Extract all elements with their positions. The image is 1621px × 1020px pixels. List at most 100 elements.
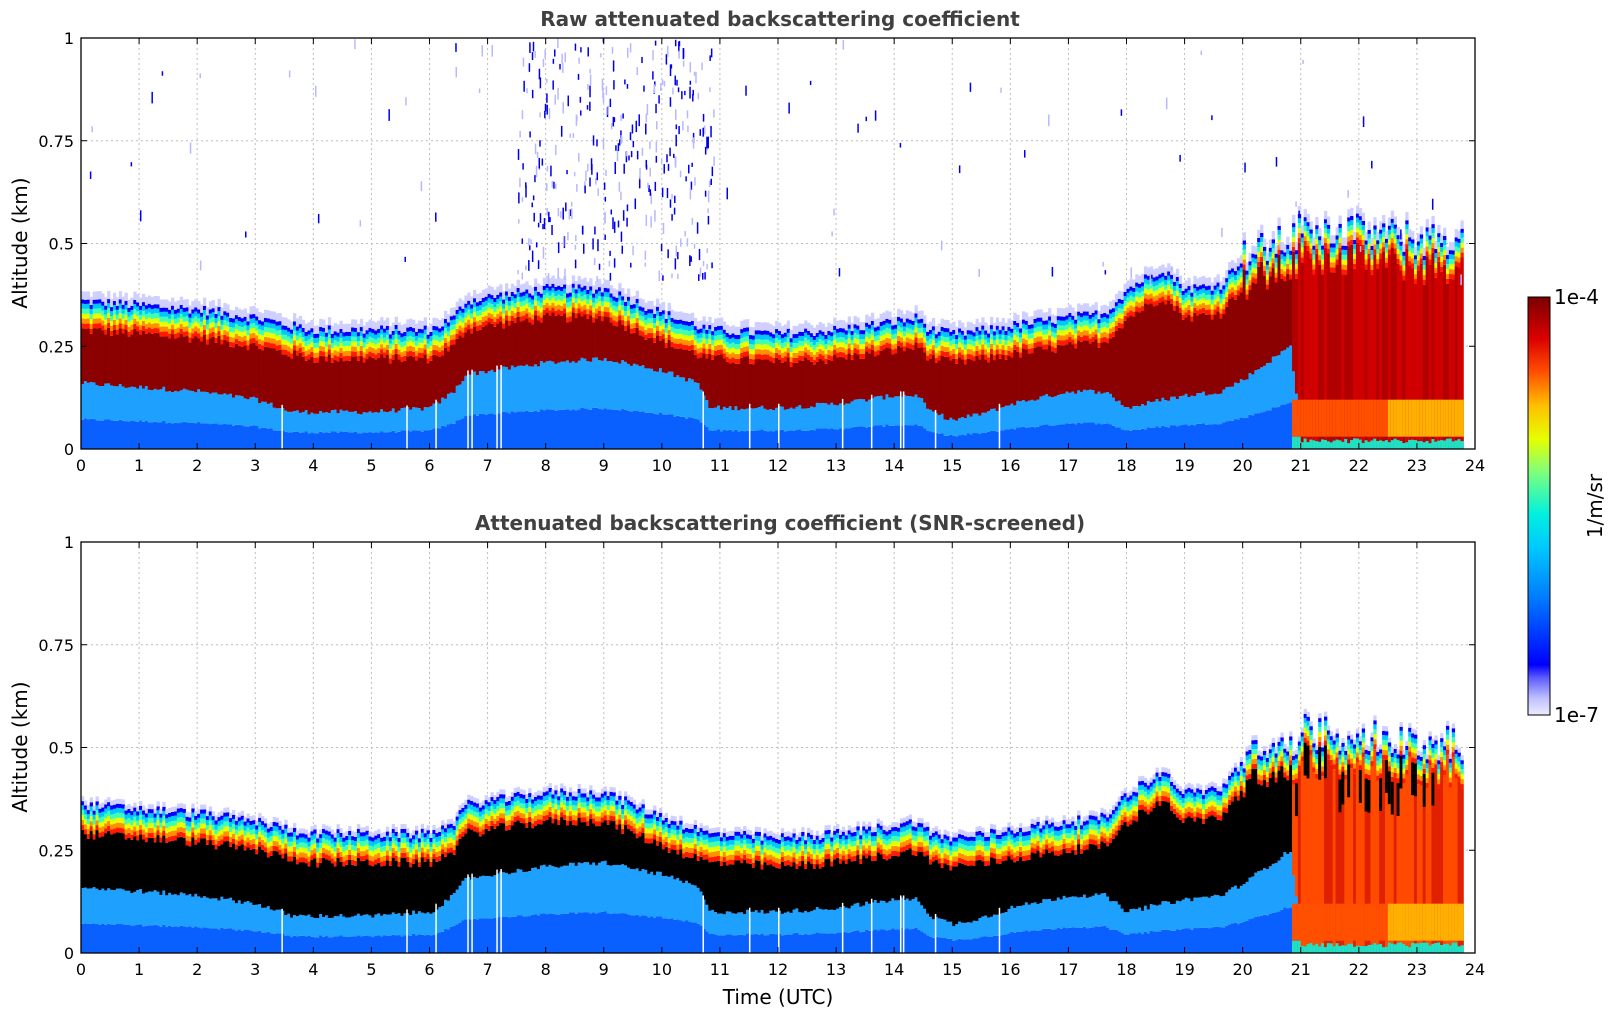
heat-cell [969,330,973,335]
heat-cell [316,357,320,363]
heat-cell [144,305,149,310]
heat-cell [911,425,915,449]
heat-cell [232,347,236,398]
heat-cell [1411,258,1415,264]
heat-cell [778,339,782,345]
heat-cell [1448,278,1453,439]
heat-cell [1024,401,1029,428]
heat-cell [255,426,259,449]
heat-cell [551,312,555,362]
heat-cell [656,371,660,415]
heat-cell [383,342,387,348]
heat-cell [554,315,558,364]
heat-cell [365,344,369,350]
heat-cell [339,431,343,449]
heat-cell [1190,306,1194,312]
heat-cell [89,296,94,306]
heat-cell [313,433,317,449]
heat-cell [1004,349,1008,355]
heat-cell [400,430,404,449]
heat-cell [1396,244,1400,250]
heat-cell [362,362,367,413]
heat-cell [565,409,570,449]
heat-cell [232,425,236,449]
heat-cell [812,339,817,345]
heat-cell [1103,321,1107,327]
heat-cell [403,360,407,408]
heat-cell [978,359,982,416]
heat-cell [557,285,561,290]
heat-cell [458,310,462,316]
heat-cell [1326,216,1331,225]
heat-cell [830,428,834,449]
heat-cell [444,347,448,399]
heat-cell [1181,309,1185,315]
heat-cell [670,414,674,449]
heat-cell [1239,272,1244,278]
heat-cell [728,343,732,349]
heat-cell [423,407,427,431]
heat-cell [865,346,869,352]
heat-cell [696,383,700,420]
heat-cell [92,291,96,300]
heat-cell [786,320,791,329]
heat-cell [1048,345,1052,397]
heat-cell [693,344,698,350]
heat-cell [1184,302,1188,308]
heat-cell [592,322,596,358]
heat-cell [281,317,285,326]
heat-cell [353,356,358,412]
heat-cell [966,358,971,415]
heat-cell [746,351,750,357]
heat-cell [333,360,337,410]
heat-cell [821,360,825,403]
heat-cell [353,336,358,342]
heat-cell [899,425,904,449]
heat-cell [946,337,950,343]
heat-cell [432,403,436,429]
heat-cell [1068,392,1072,424]
heat-cell [1170,288,1174,294]
heat-cell [1024,427,1029,449]
heat-cell [446,346,451,352]
heat-cell [81,384,85,420]
heat-cell [690,344,695,350]
heat-cell [1431,224,1435,229]
heat-cell [449,340,454,345]
heat-cell [444,319,448,324]
heat-cell [412,319,416,329]
heat-cell [1347,399,1351,437]
heat-cell [612,320,616,326]
heat-cell [263,322,268,328]
heat-cell [1260,367,1264,413]
heat-cell [272,323,276,329]
heat-cell [444,328,448,334]
heat-cell [310,328,314,333]
heat-cell [81,291,85,300]
heat-cell [217,298,221,308]
heat-cell [499,301,503,307]
heat-cell [597,310,602,316]
noise-speckle [809,80,812,86]
heat-cell [772,358,776,363]
heat-cell [780,429,785,449]
heat-cell [243,398,247,427]
heat-cell [1318,250,1322,256]
heat-cell [1077,340,1081,391]
heat-cell [1013,325,1017,330]
heat-cell [1358,235,1363,240]
heat-cell [778,429,782,449]
heat-cell [751,344,756,350]
heat-cell [780,343,785,349]
heat-cell [1355,242,1360,439]
heat-cell [417,430,422,449]
heat-cell [626,288,631,297]
heat-cell [1080,304,1084,314]
heat-cell [1207,309,1212,315]
heat-cell [1379,221,1383,230]
heat-cell [597,296,602,302]
heat-cell [682,349,686,378]
heat-cell [249,318,253,324]
heat-cell [1228,274,1232,280]
heat-cell [1262,250,1267,256]
